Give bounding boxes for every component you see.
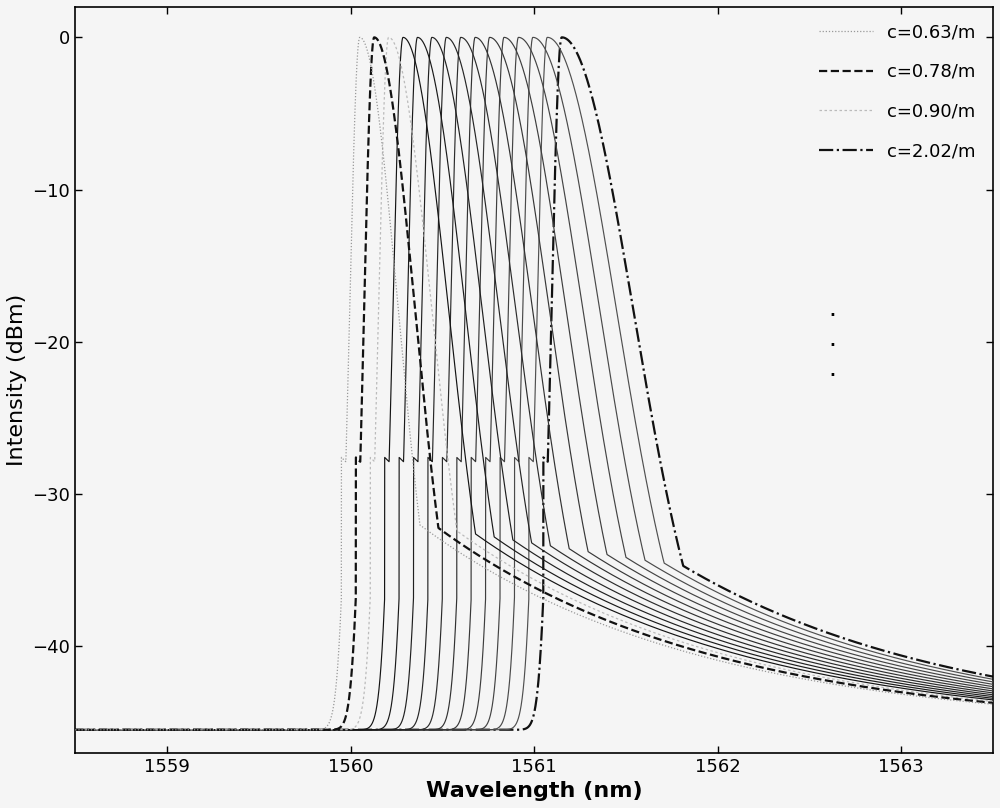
Y-axis label: Intensity (dBm): Intensity (dBm) (7, 293, 27, 466)
Legend: c=0.63/m, c=0.78/m, c=0.90/m, c=2.02/m: c=0.63/m, c=0.78/m, c=0.90/m, c=2.02/m (811, 16, 983, 167)
Text: .: . (828, 326, 836, 351)
Text: .: . (828, 297, 836, 321)
Text: .: . (828, 356, 836, 381)
X-axis label: Wavelength (nm): Wavelength (nm) (426, 781, 642, 801)
